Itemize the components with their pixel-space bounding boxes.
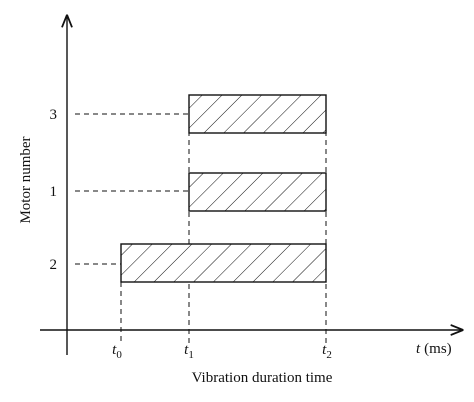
motor-label: 1 xyxy=(50,184,58,200)
x-axis-title: Vibration duration time xyxy=(192,370,333,386)
time-symbol: t xyxy=(322,342,327,358)
unit-text: (ms) xyxy=(424,341,452,357)
time-mark: t1 xyxy=(184,342,194,361)
vibration-bar xyxy=(188,94,327,134)
time-mark: t2 xyxy=(322,342,332,361)
motor-label: 2 xyxy=(50,257,58,273)
time-subscript: 1 xyxy=(188,349,194,361)
time-mark: t0 xyxy=(112,342,122,361)
x-axis-unit: t (ms) xyxy=(416,341,452,357)
vibration-bar xyxy=(188,172,327,212)
time-subscript: 2 xyxy=(326,349,332,361)
time-symbol: t xyxy=(112,342,117,358)
unit-symbol: t xyxy=(416,341,421,357)
y-axis-title: Motor number xyxy=(18,136,34,223)
motor-label: 3 xyxy=(50,107,58,123)
vibration-bar xyxy=(120,243,327,283)
time-subscript: 0 xyxy=(116,349,122,361)
time-symbol: t xyxy=(184,342,189,358)
